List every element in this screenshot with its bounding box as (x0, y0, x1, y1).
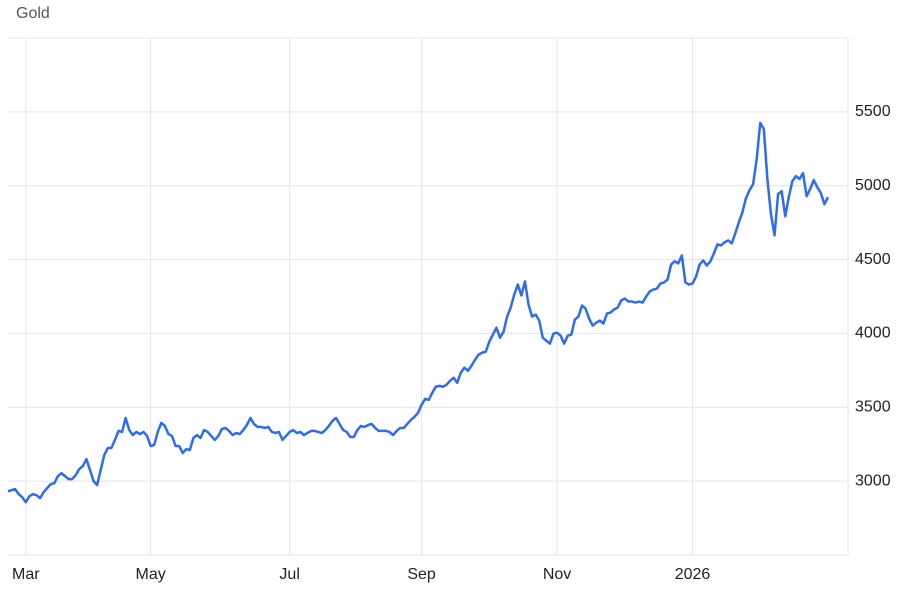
x-tick-label: May (135, 566, 165, 583)
y-tick-label: 3000 (855, 472, 891, 489)
x-tick-label: Sep (407, 566, 436, 583)
y-tick-label: 4500 (855, 251, 891, 268)
y-tick-label: 5500 (855, 103, 891, 120)
y-tick-label: 5000 (855, 177, 891, 194)
chart-title: Gold (16, 5, 50, 22)
x-tick-label: 2026 (675, 566, 711, 583)
price-line (7, 121, 830, 504)
y-tick-label: 3500 (855, 399, 891, 416)
x-tick-label: Mar (12, 566, 40, 583)
y-tick-label: 4000 (855, 325, 891, 342)
x-tick-label: Jul (279, 566, 299, 583)
x-tick-label: Nov (543, 566, 571, 583)
